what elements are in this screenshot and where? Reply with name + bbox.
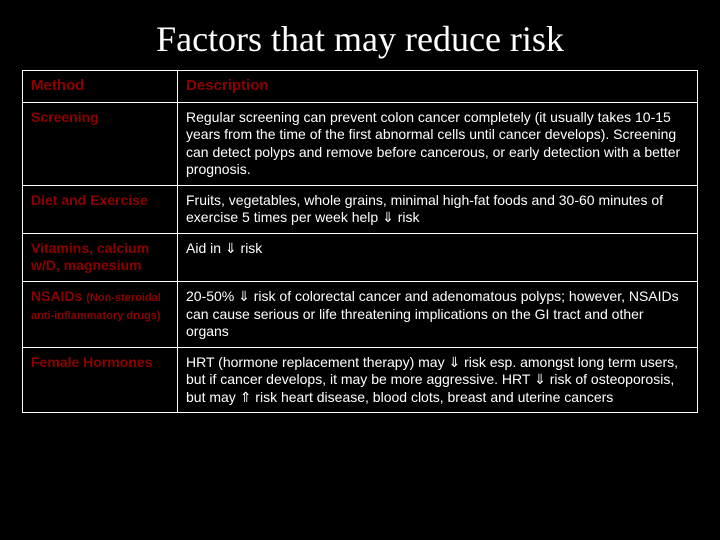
table-row: Vitamins, calcium w/D, magnesium Aid in …	[23, 233, 698, 281]
header-description: Description	[178, 71, 698, 103]
table-row: Female Hormones HRT (hormone replacement…	[23, 347, 698, 413]
table-header-row: Method Description	[23, 71, 698, 103]
description-cell: Fruits, vegetables, whole grains, minima…	[178, 185, 698, 233]
table-row: Diet and Exercise Fruits, vegetables, wh…	[23, 185, 698, 233]
method-cell: NSAIDs (Non-steroidal anti-inflammatory …	[23, 282, 178, 348]
header-method: Method	[23, 71, 178, 103]
description-cell: Aid in ⇓ risk	[178, 233, 698, 281]
page-title: Factors that may reduce risk	[22, 18, 698, 60]
table-row: Screening Regular screening can prevent …	[23, 102, 698, 185]
method-label: Screening	[31, 109, 99, 125]
method-label: Female Hormones	[31, 354, 152, 370]
method-label: NSAIDs	[31, 288, 86, 304]
description-cell: HRT (hormone replacement therapy) may ⇓ …	[178, 347, 698, 413]
method-cell: Screening	[23, 102, 178, 185]
method-cell: Vitamins, calcium w/D, magnesium	[23, 233, 178, 281]
description-cell: 20-50% ⇓ risk of colorectal cancer and a…	[178, 282, 698, 348]
method-cell: Female Hormones	[23, 347, 178, 413]
risk-factors-table: Method Description Screening Regular scr…	[22, 70, 698, 413]
description-cell: Regular screening can prevent colon canc…	[178, 102, 698, 185]
method-label: Diet and Exercise	[31, 192, 148, 208]
table-row: NSAIDs (Non-steroidal anti-inflammatory …	[23, 282, 698, 348]
method-cell: Diet and Exercise	[23, 185, 178, 233]
method-label: Vitamins, calcium w/D, magnesium	[31, 240, 149, 274]
